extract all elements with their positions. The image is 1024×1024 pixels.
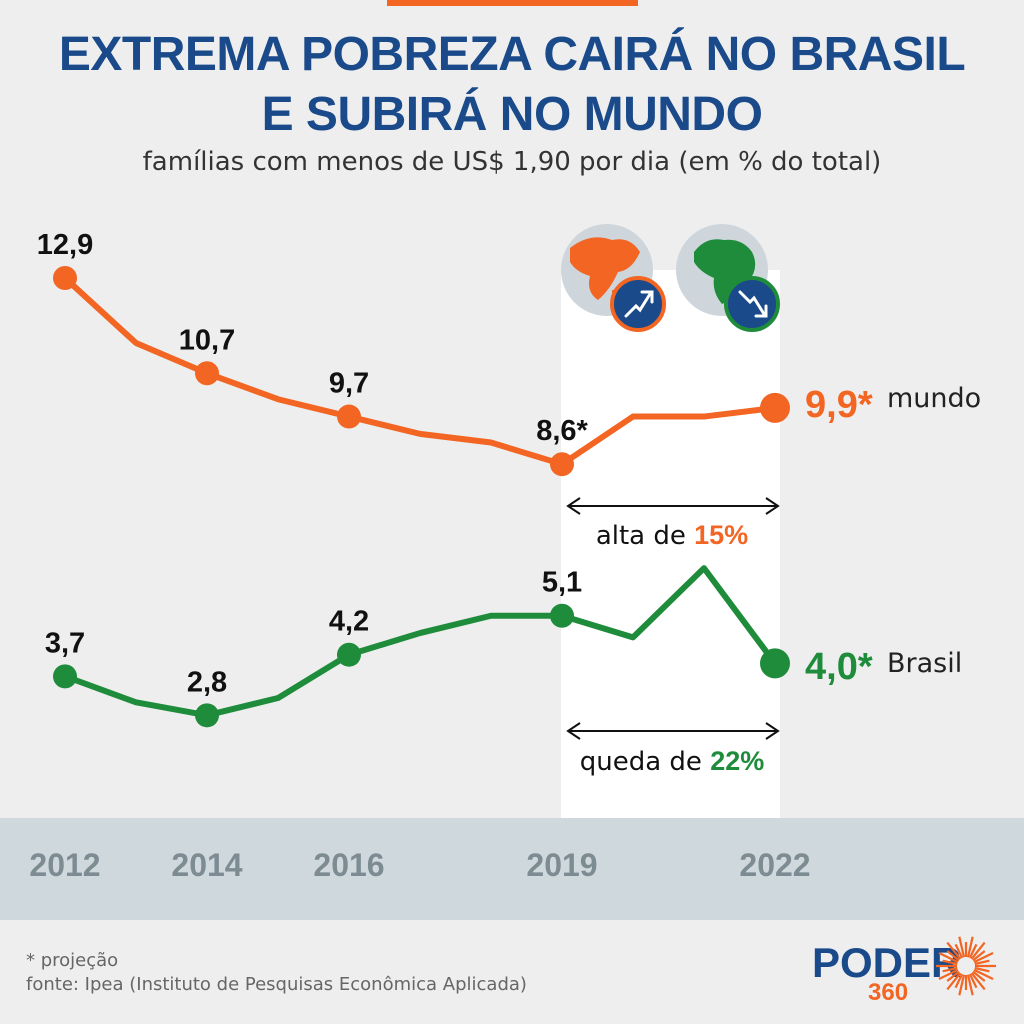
sunburst-ray xyxy=(972,950,986,962)
point-mundo-2022 xyxy=(760,392,790,423)
annotation-text-alta: alta de 15% xyxy=(596,520,748,551)
arrowhead-right-alta xyxy=(765,497,780,515)
brand-number: 360 xyxy=(868,979,908,1006)
annotation-value-alta: 15% xyxy=(694,520,748,550)
point-mundo-2012 xyxy=(53,266,77,290)
x-tick-2012: 2012 xyxy=(29,847,100,883)
x-tick-2022: 2022 xyxy=(739,847,810,883)
data-labels: 12,9 10,7 9,7 8,6* 3,7 2,8 4,2 5,1 xyxy=(37,229,589,698)
sunburst-ray xyxy=(954,973,964,989)
label-mundo-2016: 9,7 xyxy=(329,368,369,400)
arrowhead-left-alta xyxy=(566,497,581,515)
sunburst-ray xyxy=(942,966,958,973)
sunburst-ray xyxy=(968,943,978,959)
annotation-prefix-queda: queda de xyxy=(580,747,710,777)
sunburst-ray xyxy=(972,970,986,982)
subtitle: famílias com menos de US$ 1,90 por dia (… xyxy=(143,147,882,177)
brand-logo: PODER 360 xyxy=(812,936,996,1006)
x-tick-2016: 2016 xyxy=(313,847,384,883)
title-line-1: EXTREMA POBREZA CAIRÁ NO BRASIL xyxy=(59,27,965,81)
data-points xyxy=(53,266,790,728)
x-tick-2019: 2019 xyxy=(526,847,597,883)
sunburst-ray xyxy=(942,959,958,966)
sunburst-ray xyxy=(966,936,974,958)
arrowhead-right-queda xyxy=(765,722,780,740)
point-mundo-2019 xyxy=(550,452,574,477)
title-line-2: E SUBIRÁ NO MUNDO xyxy=(262,87,763,141)
annotation-value-queda: 22% xyxy=(710,746,764,776)
point-mundo-2016 xyxy=(337,404,361,429)
brazil-trend-down-icon xyxy=(676,224,780,332)
annotation-queda: queda de 22% xyxy=(566,722,780,777)
sunburst-ray xyxy=(946,970,960,982)
sunburst-ray xyxy=(958,936,966,958)
sunburst-ray xyxy=(970,972,986,991)
sunburst-ray xyxy=(958,974,966,996)
annotation-alta: alta de 15% xyxy=(566,497,780,551)
sunburst-ray xyxy=(946,972,962,991)
label-brasil-2014: 2,8 xyxy=(187,666,227,698)
sunburst-ray xyxy=(970,941,986,960)
sunburst-ray xyxy=(954,943,964,959)
brand-name: PODER xyxy=(812,939,961,986)
sunburst-ray xyxy=(974,966,990,973)
sunburst-logo-icon xyxy=(936,936,996,996)
sunburst-ray xyxy=(973,968,994,981)
label-brasil-2016: 4,2 xyxy=(329,606,369,638)
end-value-mundo: 9,9* xyxy=(805,384,873,426)
x-tick-2014: 2014 xyxy=(171,847,242,883)
sunburst-ray xyxy=(973,951,994,964)
point-brasil-2016 xyxy=(337,642,361,667)
point-mundo-2014 xyxy=(195,361,219,386)
sunburst-ray xyxy=(966,974,974,996)
annotation-text-queda: queda de 22% xyxy=(580,746,765,777)
sunburst-ray xyxy=(946,950,960,962)
label-mundo-2012: 12,9 xyxy=(37,229,93,261)
sunburst-ray xyxy=(968,973,978,989)
label-mundo-2019: 8,6* xyxy=(536,415,588,447)
sunburst-ray xyxy=(938,951,959,964)
source: fonte: Ipea (Instituto de Pesquisas Econ… xyxy=(26,974,527,995)
sunburst-ray xyxy=(938,968,959,981)
top-accent-bar xyxy=(387,0,638,6)
series-line-mundo xyxy=(62,275,778,468)
footnote: * projeção xyxy=(26,950,118,971)
label-brasil-2012: 3,7 xyxy=(45,627,85,659)
series-line-brasil xyxy=(62,565,778,719)
end-value-brasil: 4,0* xyxy=(805,646,873,688)
point-brasil-2022 xyxy=(760,648,790,679)
projection-highlight xyxy=(561,270,780,820)
arrowhead-left-queda xyxy=(566,722,581,740)
annotation-prefix-alta: alta de xyxy=(596,521,694,551)
point-brasil-2019 xyxy=(550,603,574,628)
sunburst-ray xyxy=(946,941,962,960)
x-axis-ticks: 2012 2014 2016 2019 2022 xyxy=(29,847,810,883)
globe-trend-up-icon xyxy=(561,224,666,332)
point-brasil-2012 xyxy=(53,664,77,689)
end-name-brasil: Brasil xyxy=(887,648,962,679)
end-name-mundo: mundo xyxy=(887,383,981,414)
point-brasil-2014 xyxy=(195,703,219,728)
label-mundo-2014: 10,7 xyxy=(179,324,235,356)
label-brasil-2019: 5,1 xyxy=(542,567,582,599)
sunburst-ray xyxy=(974,959,990,966)
x-axis-band xyxy=(0,818,1024,920)
